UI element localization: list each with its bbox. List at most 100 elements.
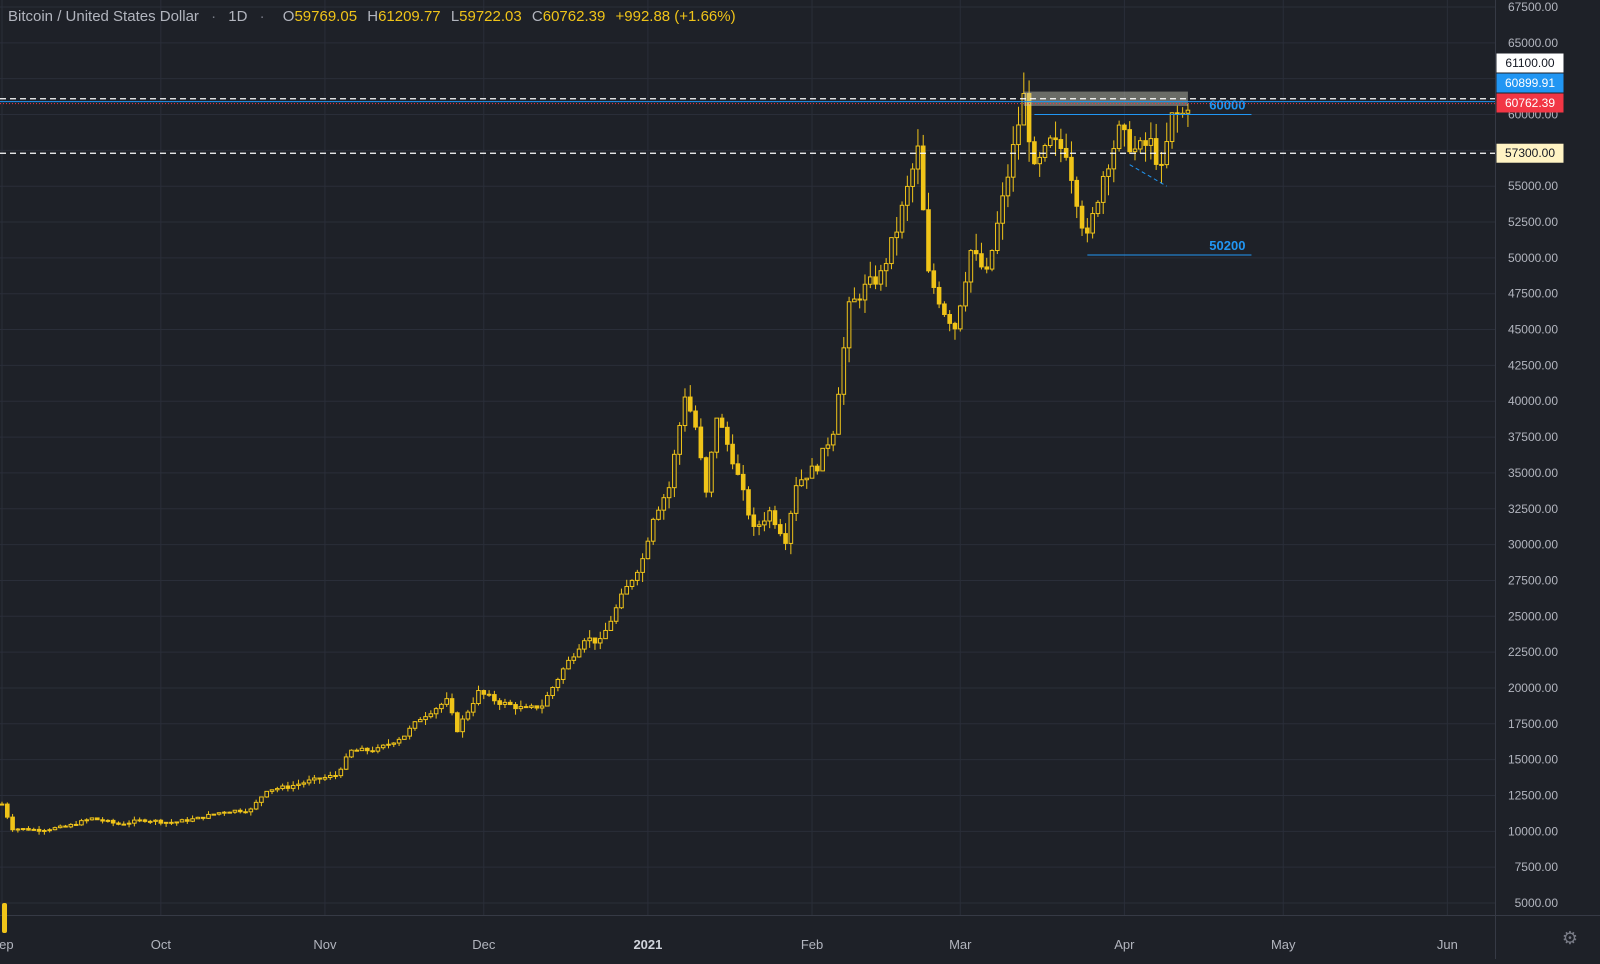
candle-body	[428, 713, 434, 718]
candle-body	[1169, 112, 1175, 143]
candle-body	[931, 270, 937, 288]
time-axis: Sep Oct Nov Dec 2021 Feb Mar Apr May Jun	[0, 915, 1600, 952]
candle-body	[751, 514, 757, 527]
y-tick-label: 5000.00	[1515, 896, 1559, 910]
candle-body	[163, 821, 169, 824]
candle-body	[285, 785, 291, 789]
candle-body	[899, 204, 905, 233]
high-value: 61209.77	[378, 8, 441, 25]
candle-body	[306, 779, 312, 784]
candle-body	[1106, 168, 1111, 177]
candle-body	[968, 250, 974, 283]
candle-body	[571, 656, 577, 661]
candle-body	[116, 822, 121, 825]
candle-body	[846, 301, 852, 349]
candle-body	[301, 782, 307, 785]
candle-body	[756, 524, 762, 527]
y-tick-label: 35000.00	[1508, 466, 1558, 480]
chart-handle[interactable]	[2, 903, 7, 933]
candle-body	[762, 520, 767, 526]
candle-body	[597, 638, 603, 644]
candle-body	[42, 829, 47, 832]
candle-body	[36, 828, 42, 832]
y-tick-label: 50000.00	[1508, 251, 1558, 265]
candle-body	[550, 686, 555, 697]
y-tick-label: 7500.00	[1515, 860, 1559, 874]
candle-body	[862, 283, 868, 301]
candle-body	[1016, 124, 1021, 146]
candle-body	[259, 796, 264, 803]
candle-body	[333, 775, 338, 778]
candle-body	[470, 703, 476, 713]
candle-body	[1090, 213, 1095, 234]
candle-body	[449, 698, 455, 714]
candle-body	[1058, 139, 1064, 149]
candle-body	[1116, 124, 1122, 150]
candle-body	[619, 593, 624, 609]
candle-body	[857, 298, 862, 301]
candle-body	[211, 813, 217, 816]
y-tick-label: 42500.00	[1508, 358, 1558, 372]
candle-body	[84, 819, 90, 822]
x-tick-label: Jun	[1437, 937, 1458, 952]
y-tick-label: 22500.00	[1508, 645, 1558, 659]
candle-body	[359, 747, 365, 752]
y-tick-label: 40000.00	[1508, 394, 1558, 408]
candle-body	[1143, 140, 1148, 146]
candle-body	[1100, 175, 1106, 203]
low-key: L	[450, 8, 460, 25]
candle-body	[222, 811, 227, 814]
candle-body	[1137, 140, 1143, 150]
candle-body	[216, 812, 222, 815]
candle-body	[1000, 195, 1005, 224]
trend-line	[1129, 164, 1168, 187]
grid	[0, 0, 1495, 915]
candle-body	[635, 571, 640, 581]
candle-body	[105, 819, 111, 822]
gear-icon[interactable]: ⚙	[1561, 928, 1578, 948]
symbol-name[interactable]: Bitcoin / United States Dollar	[8, 8, 199, 25]
candle-body	[815, 465, 820, 472]
candle-body	[687, 396, 693, 412]
candle-body	[433, 708, 439, 715]
interval[interactable]: 1D	[228, 8, 248, 25]
y-tick-label: 15000.00	[1508, 753, 1558, 767]
y-tick-label: 65000.00	[1508, 36, 1558, 50]
chart-legend: Bitcoin / United States Dollar · 1D · O5…	[8, 8, 736, 25]
candle-body	[1079, 205, 1085, 229]
horizontal-lines	[0, 98, 1495, 154]
y-tick-label: 10000.00	[1508, 824, 1558, 838]
candle-body	[867, 276, 873, 285]
candle-body	[920, 145, 926, 211]
candle-body	[10, 816, 15, 831]
candle-body	[1037, 156, 1042, 165]
candle-body	[439, 703, 444, 710]
candle-body	[889, 237, 894, 265]
candle-body	[227, 811, 232, 814]
x-tick-label: 2021	[633, 937, 662, 952]
candle-body	[444, 698, 450, 705]
candle-body	[910, 168, 915, 187]
candle-body	[132, 819, 137, 824]
candle-body	[280, 785, 285, 790]
candle-body	[624, 585, 630, 595]
y-tick-label: 55000.00	[1508, 179, 1558, 193]
candle-body	[1021, 93, 1027, 126]
y-tick-label: 25000.00	[1508, 609, 1558, 623]
candle-body	[455, 712, 460, 733]
candle-body	[20, 828, 26, 831]
candle-body	[603, 629, 608, 640]
candle-body	[486, 693, 492, 696]
candle-body	[63, 825, 68, 828]
candle-body	[402, 735, 407, 740]
candle-body	[740, 473, 746, 491]
candle-body	[825, 444, 831, 449]
x-tick-label: Sep	[0, 937, 14, 952]
candle-body	[1132, 148, 1138, 153]
candle-body	[147, 820, 153, 823]
candle-body	[195, 816, 201, 820]
candle-body	[296, 783, 301, 786]
candle-body	[290, 784, 296, 789]
